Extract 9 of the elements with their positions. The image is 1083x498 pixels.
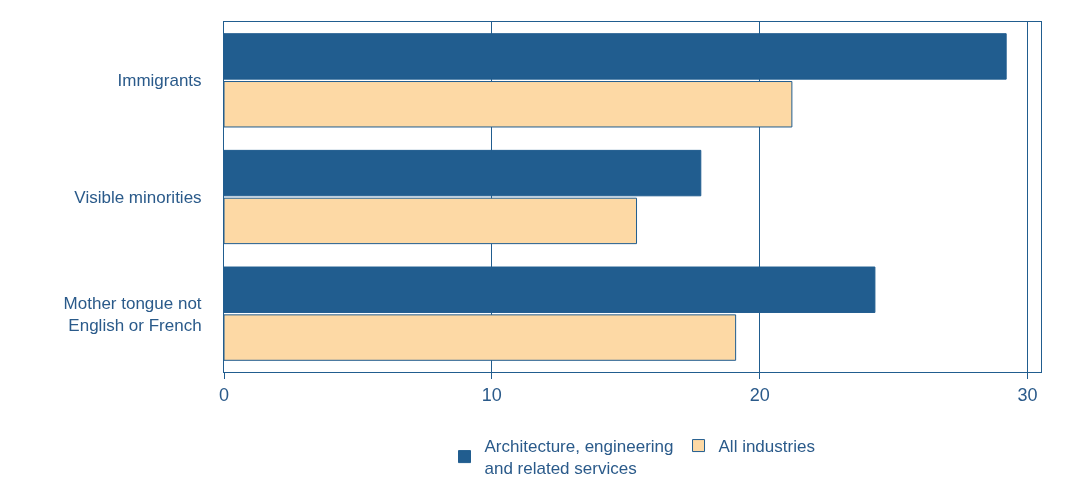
y-tick-label: Immigrants [117, 71, 202, 91]
legend-label: Architecture, engineering and related services [484, 437, 674, 479]
legend-label: All industries [718, 437, 815, 457]
x-tick-label: 20 [749, 384, 770, 405]
x-tick-label: 0 [218, 384, 230, 405]
x-tick-label: 30 [1017, 384, 1038, 405]
y-tick-label: Mother tongue not English or French [63, 293, 202, 335]
y-tick-label: Visible minorities [74, 187, 202, 207]
x-tick-label: 10 [481, 384, 502, 405]
